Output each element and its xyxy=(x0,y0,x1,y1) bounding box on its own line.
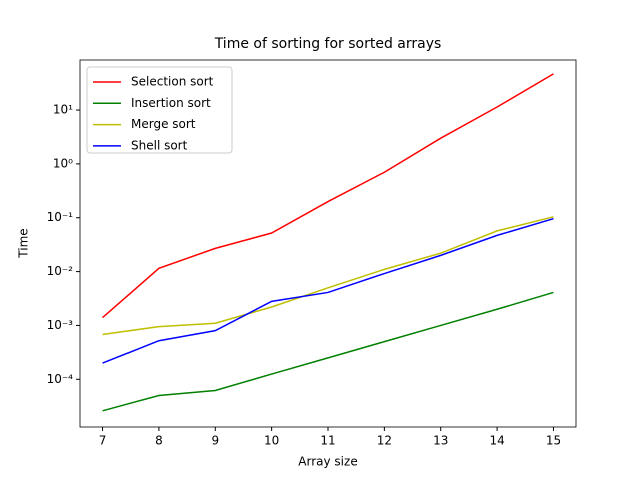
legend-label: Merge sort xyxy=(131,117,196,131)
legend-label: Insertion sort xyxy=(131,96,211,110)
series-line xyxy=(102,73,554,319)
x-tick-label: 13 xyxy=(433,434,448,448)
legend-box xyxy=(86,66,233,154)
series-line xyxy=(102,217,554,364)
legend-label: Selection sort xyxy=(131,75,214,89)
x-tick-label: 8 xyxy=(155,434,163,448)
y-tick-label: 10¹ xyxy=(53,103,73,117)
plot-frame xyxy=(79,59,577,428)
x-axis-label: Array size xyxy=(298,455,357,469)
y-axis-label: Time xyxy=(17,228,31,258)
y-tick-label: 10⁻¹ xyxy=(47,210,74,224)
x-tick-label: 11 xyxy=(320,434,335,448)
x-tick-label: 10 xyxy=(264,434,279,448)
x-tick-label: 15 xyxy=(546,434,561,448)
y-tick-label: 10⁻² xyxy=(47,264,74,278)
series-line xyxy=(102,216,554,336)
y-tick-label: 10⁻⁴ xyxy=(47,372,74,386)
x-tick-label: 14 xyxy=(489,434,504,448)
x-tick-label: 7 xyxy=(99,434,107,448)
legend-label: Shell sort xyxy=(131,138,188,152)
x-tick-label: 12 xyxy=(377,434,392,448)
y-tick-label: 10⁰ xyxy=(53,156,73,170)
x-tick-label: 9 xyxy=(211,434,219,448)
legend: Selection sort Insertion sort Merge sort Sh… xyxy=(86,66,233,154)
chart-title: Time of sorting for sorted arrays xyxy=(214,36,442,52)
series-line xyxy=(102,291,554,412)
y-tick-label: 10⁻³ xyxy=(47,318,74,332)
